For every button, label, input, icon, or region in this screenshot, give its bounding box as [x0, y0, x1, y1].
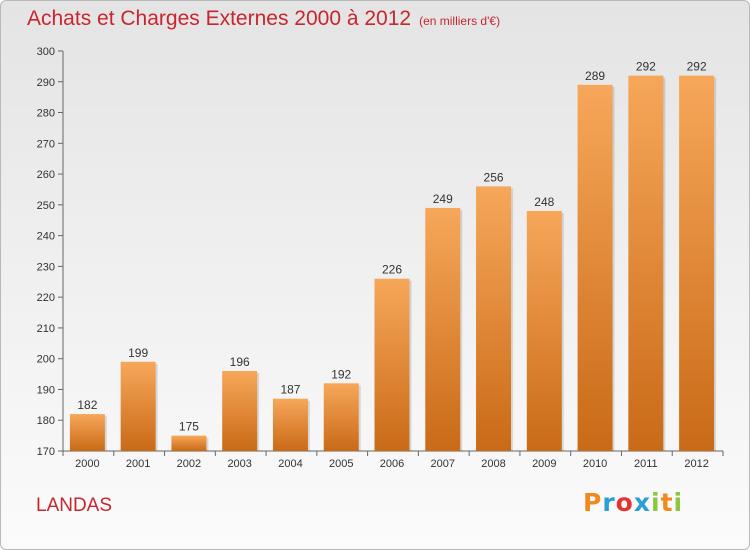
- y-tick-label: 180: [37, 415, 55, 427]
- data-label: 248: [534, 195, 554, 209]
- logo-letter: r: [602, 488, 616, 517]
- bar: [425, 207, 461, 451]
- x-tick-label: 2008: [481, 458, 505, 470]
- x-tick-label: 2000: [75, 458, 99, 470]
- y-tick-label: 200: [37, 354, 55, 366]
- logo-letter: t: [660, 488, 674, 517]
- data-label: 199: [128, 346, 148, 360]
- bar: [374, 278, 410, 451]
- bar: [476, 186, 512, 451]
- logo-letter: i: [651, 488, 661, 517]
- data-label: 249: [433, 192, 453, 206]
- y-tick-label: 260: [37, 169, 55, 181]
- chart-title-text: Achats et Charges Externes 2000 à 2012: [27, 7, 412, 30]
- y-tick-label: 170: [37, 446, 55, 458]
- x-tick-label: 2004: [278, 458, 302, 470]
- place-name: LANDAS: [36, 495, 113, 516]
- chart-unit: (en milliers d'€): [419, 14, 501, 28]
- x-tick-label: 2006: [380, 458, 404, 470]
- data-label: 226: [382, 263, 402, 277]
- x-tick-label: 2002: [177, 458, 201, 470]
- x-tick-label: 2011: [634, 458, 658, 470]
- x-tick-label: 2010: [583, 458, 607, 470]
- bar: [69, 414, 105, 451]
- data-label: 196: [230, 355, 250, 369]
- data-label: 289: [585, 69, 605, 83]
- x-tick-label: 2007: [431, 458, 455, 470]
- y-tick-label: 190: [37, 384, 55, 396]
- y-tick-label: 220: [37, 292, 55, 304]
- data-label: 292: [687, 60, 707, 74]
- bar: [120, 361, 156, 451]
- x-tick-label: 2009: [532, 458, 556, 470]
- data-label: 292: [636, 60, 656, 74]
- y-tick-label: 280: [37, 108, 55, 120]
- chart-title: Achats et Charges Externes 2000 à 2012 (e…: [27, 7, 500, 31]
- proxiti-logo[interactable]: Proxiti: [583, 488, 683, 517]
- bar: [171, 435, 207, 451]
- bars: [69, 75, 717, 451]
- logo-letter: x: [633, 488, 651, 517]
- y-tick-label: 300: [37, 46, 55, 58]
- bar: [628, 75, 664, 451]
- data-label: 175: [179, 420, 199, 434]
- bar: [222, 371, 258, 451]
- data-label: 256: [484, 170, 504, 184]
- x-tick-label: 2001: [126, 458, 150, 470]
- bar: [679, 75, 715, 451]
- data-label: 182: [77, 398, 97, 412]
- data-label: 187: [280, 383, 300, 397]
- x-tick-label: 2005: [329, 458, 353, 470]
- y-tick-label: 290: [37, 77, 55, 89]
- y-tick-label: 230: [37, 261, 55, 273]
- bar: [526, 211, 562, 451]
- logo-letter: i: [673, 488, 684, 517]
- bar: [323, 383, 359, 451]
- y-tick-label: 250: [37, 200, 55, 212]
- bar: [577, 84, 613, 451]
- x-tick-label: 2003: [227, 458, 251, 470]
- x-tick-label: 2012: [684, 458, 708, 470]
- logo-letter: P: [583, 488, 603, 517]
- y-tick-label: 270: [37, 138, 55, 150]
- data-labels: 182 199 175 196 187 192 226 249 256 248 289 292 292: [77, 60, 707, 434]
- y-tick-label: 240: [37, 231, 55, 243]
- bar: [272, 398, 308, 451]
- data-label: 192: [331, 367, 351, 381]
- logo-letter: o: [615, 488, 634, 517]
- y-tick-label: 210: [37, 323, 55, 335]
